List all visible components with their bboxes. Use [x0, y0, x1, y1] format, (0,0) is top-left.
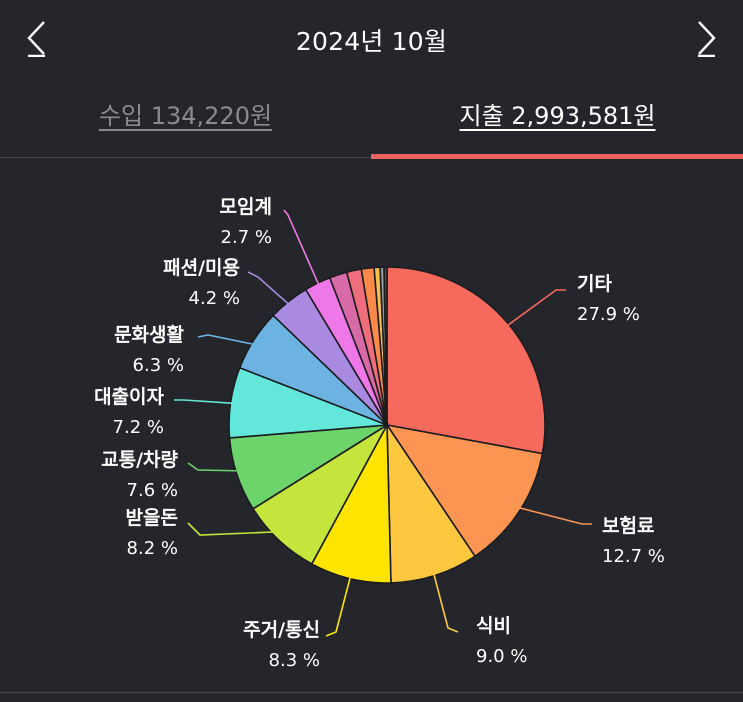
- month-title: 2024년 10월: [295, 27, 448, 56]
- pie-slice-기타: [386, 266, 546, 455]
- leader-line-모임계: [283, 209, 324, 295]
- slice-label-교통/차량: 교통/차량: [101, 449, 178, 471]
- slice-label-기타: 기타: [577, 273, 612, 295]
- slice-percent-주거/통신: 8.3 %: [269, 650, 320, 671]
- slice-percent-식비: 9.0 %: [476, 646, 527, 667]
- pie-slice-15: [383, 266, 388, 426]
- slice-label-대출이자: 대출이자: [94, 386, 164, 408]
- header-bar: 2024년 10월: [0, 0, 743, 80]
- leader-line-식비: [430, 563, 459, 633]
- slice-label-받을돈: 받을돈: [126, 507, 178, 529]
- pie-slice-보험료: [385, 423, 544, 558]
- chevron-right-icon: [698, 21, 716, 57]
- leader-line-기타: [498, 289, 566, 333]
- slice-label-모임계: 모임계: [220, 196, 272, 218]
- next-month-button[interactable]: [687, 14, 727, 62]
- bottom-divider: [0, 692, 743, 693]
- leader-line-대출이자: [174, 399, 243, 405]
- slice-percent-대출이자: 7.2 %: [113, 417, 164, 438]
- leader-line-문화생활: [197, 334, 265, 348]
- slice-percent-패션/미용: 4.2 %: [189, 288, 240, 309]
- slice-label-패션/미용: 패션/미용: [163, 257, 240, 279]
- slice-percent-보험료: 12.7 %: [602, 546, 665, 567]
- slice-percent-교통/차량: 7.6 %: [127, 480, 178, 501]
- active-tab-indicator: [371, 154, 743, 159]
- tab-expense[interactable]: 지출 2,993,581원: [372, 96, 743, 158]
- leader-line-보험료: [508, 504, 592, 525]
- slice-percent-받을돈: 8.2 %: [127, 538, 178, 559]
- leader-line-패션/미용: [247, 271, 297, 312]
- tab-income-label: 수입 134,220원: [98, 102, 273, 130]
- slice-label-주거/통신: 주거/통신: [243, 619, 320, 641]
- tab-bar: 수입 134,220원 지출 2,993,581원: [0, 96, 743, 158]
- chevron-left-icon: [27, 21, 45, 57]
- slice-percent-기타: 27.9 %: [577, 304, 640, 325]
- slice-label-보험료: 보험료: [602, 515, 654, 537]
- slice-label-식비: 식비: [476, 615, 511, 637]
- leader-line-주거/통신: [325, 566, 354, 637]
- prev-month-button[interactable]: [16, 14, 56, 62]
- leader-line-교통/차량: [187, 462, 249, 472]
- tab-expense-label: 지출 2,993,581원: [459, 102, 656, 130]
- leader-line-받을돈: [187, 522, 288, 536]
- slice-percent-모임계: 2.7 %: [221, 227, 272, 248]
- tab-income[interactable]: 수입 134,220원: [0, 96, 371, 158]
- slice-percent-문화생활: 6.3 %: [133, 355, 184, 376]
- slice-label-문화생활: 문화생활: [114, 324, 184, 346]
